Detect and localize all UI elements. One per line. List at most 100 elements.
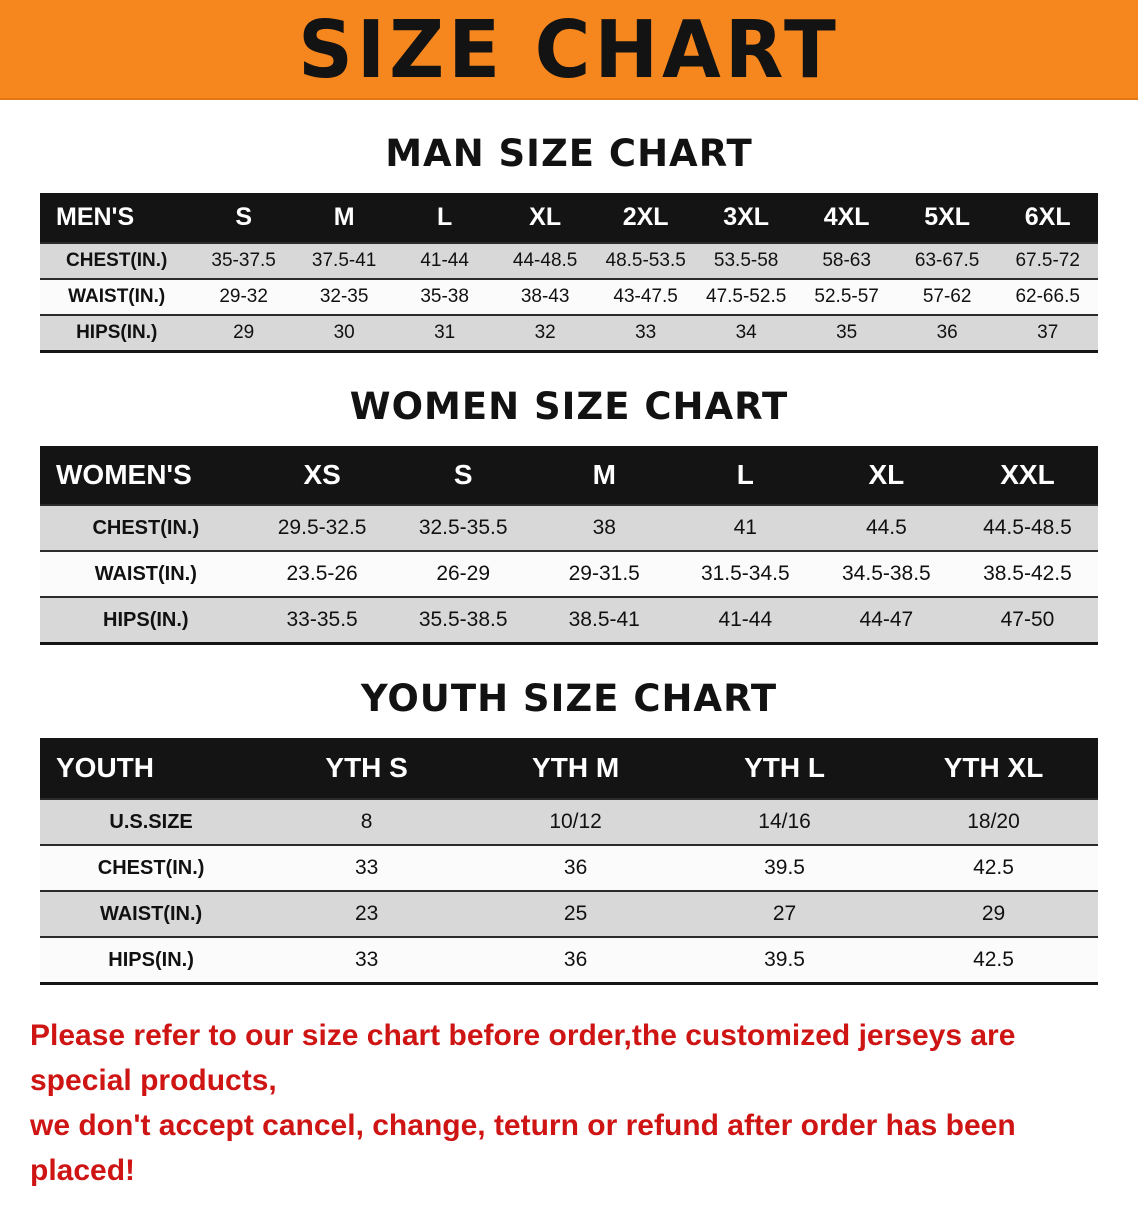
size-value-cell: 23 [354,902,379,925]
size-value-cell: 63-67.5 [914,250,980,271]
size-value-cell: 30 [333,322,355,343]
size-value-cell: 39.5 [764,948,805,971]
men-section-heading: MAN SIZE CHART [385,132,753,175]
size-value-cell: 38 [592,516,616,539]
table-row: HIPS(IN.) 33-35.5 35.5-38.5 38.5-41 41-44 44-… [40,597,1098,644]
size-column-header: M [592,459,616,490]
size-value-cell: 23.5-26 [286,562,358,585]
size-column-header: 3XL [723,203,770,231]
size-value-cell: 38-43 [520,286,570,307]
table-row: WAIST(IN.) 23 25 27 29 [40,891,1098,937]
size-value-cell: 42.5 [973,856,1014,879]
size-column-header: XXL [1000,459,1055,490]
table-header-row: MEN'S S M L XL 2XL 3XL 4XL 5XL 6XL [40,193,1098,243]
row-label: CHEST(IN.) [97,856,205,879]
size-column-header: 4XL [823,203,870,231]
size-column-header: S [453,459,473,490]
size-value-cell: 47.5-52.5 [706,286,787,307]
youth-section-heading: YOUTH SIZE CHART [360,677,778,720]
size-column-header: XS [303,459,341,490]
size-value-cell: 38.5-41 [568,608,640,631]
size-value-cell: 18/20 [967,810,1020,833]
size-value-cell: 57-62 [922,286,972,307]
size-column-header: XL [529,203,562,231]
size-column-header: YTH XL [943,752,1044,783]
size-value-cell: 44-48.5 [512,250,578,271]
size-value-cell: 29-32 [219,286,268,307]
size-value-cell: 33 [635,322,657,343]
size-value-cell: 33-35.5 [286,608,358,631]
youth-size-section: YOUTH SIZE CHART YOUTH YTH S YTH M YTH L YTH… [0,677,1138,985]
size-value-cell: 44-47 [859,608,914,631]
size-value-cell: 41-44 [420,250,469,271]
men-size-table: MEN'S S M L XL 2XL 3XL 4XL 5XL 6XL CHEST(IN.) 35-37… [40,193,1098,353]
size-value-cell: 44.5-48.5 [983,516,1072,539]
size-value-cell: 34 [735,322,757,343]
size-value-cell: 25 [563,902,588,925]
row-label: WAIST(IN.) [99,902,203,925]
size-value-cell: 31.5-34.5 [700,562,790,585]
size-value-cell: 8 [360,810,373,833]
size-column-header: 5XL [924,203,971,231]
row-label: HIPS(IN.) [76,322,158,343]
size-value-cell: 32.5-35.5 [418,516,508,539]
size-value-cell: 37 [1037,322,1059,343]
size-value-cell: 67.5-72 [1015,250,1080,271]
size-value-cell: 41 [733,516,757,539]
size-value-cell: 52.5-57 [814,286,879,307]
table-row: HIPS(IN.) 33 36 39.5 42.5 [40,937,1098,984]
disclaimer: Please refer to our size chart before or… [30,1013,1112,1193]
size-value-cell: 37.5-41 [311,250,377,271]
size-value-cell: 36 [563,856,588,879]
men-size-section: MAN SIZE CHART MEN'S S M L XL 2XL 3XL 4XL 5XL 6XL… [0,132,1138,353]
size-value-cell: 53.5-58 [713,250,779,271]
size-value-cell: 48.5-53.5 [605,250,686,271]
size-value-cell: 62-66.5 [1015,286,1080,307]
size-value-cell: 35.5-38.5 [418,608,508,631]
size-value-cell: 41-44 [718,608,773,631]
size-value-cell: 10/12 [549,810,602,833]
table-row: WAIST(IN.) 23.5-26 26-29 29-31.5 31.5-34.5 34… [40,551,1098,597]
table-row: CHEST(IN.) 35-37.5 37.5-41 41-44 44-48.5 48.5… [40,243,1098,279]
size-value-cell: 35-38 [420,286,469,307]
row-label: CHEST(IN.) [66,250,168,271]
size-value-cell: 36 [563,948,588,971]
row-label: WAIST(IN.) [68,286,166,307]
size-value-cell: 32 [534,322,556,343]
size-column-header: M [333,203,355,231]
table-row: CHEST(IN.) 29.5-32.5 32.5-35.5 38 41 44.5 44.5… [40,505,1098,551]
row-label: U.S.SIZE [109,810,193,833]
table-row: CHEST(IN.) 33 36 39.5 42.5 [40,845,1098,891]
size-value-cell: 29 [233,322,255,343]
table-title-cell: WOMEN'S [56,459,192,490]
table-title-cell: YOUTH [56,752,154,783]
size-value-cell: 58-63 [822,250,871,271]
size-value-cell: 32-35 [319,286,369,307]
size-value-cell: 34.5-38.5 [842,562,931,585]
disclaimer-line: Please refer to our size chart before or… [30,1019,1016,1097]
page-title: SIZE CHART [298,2,840,96]
size-value-cell: 36 [936,322,958,343]
size-value-cell: 29-31.5 [568,562,640,585]
size-column-header: L [437,203,453,231]
women-size-section: WOMEN SIZE CHART WOMEN'S XS S M L XL XXL CHEST(… [0,385,1138,645]
size-column-header: 2XL [622,203,669,231]
size-value-cell: 14/16 [758,810,811,833]
size-column-header: YTH L [744,752,825,783]
size-value-cell: 29 [981,902,1006,925]
women-section-heading: WOMEN SIZE CHART [349,385,789,428]
size-value-cell: 27 [772,902,797,925]
size-value-cell: 26-29 [436,562,491,585]
size-column-header: YTH M [532,752,620,783]
table-title-cell: MEN'S [56,203,135,231]
size-column-header: 6XL [1024,203,1071,231]
size-value-cell: 35-37.5 [211,250,276,271]
size-value-cell: 35 [836,322,858,343]
size-value-cell: 38.5-42.5 [983,562,1072,585]
size-value-cell: 44.5 [865,516,907,539]
row-label: CHEST(IN.) [92,516,200,539]
table-row: HIPS(IN.) 29 30 31 32 33 34 35 36 37 [40,315,1098,352]
size-value-cell: 31 [434,322,456,343]
row-label: HIPS(IN.) [103,608,189,631]
